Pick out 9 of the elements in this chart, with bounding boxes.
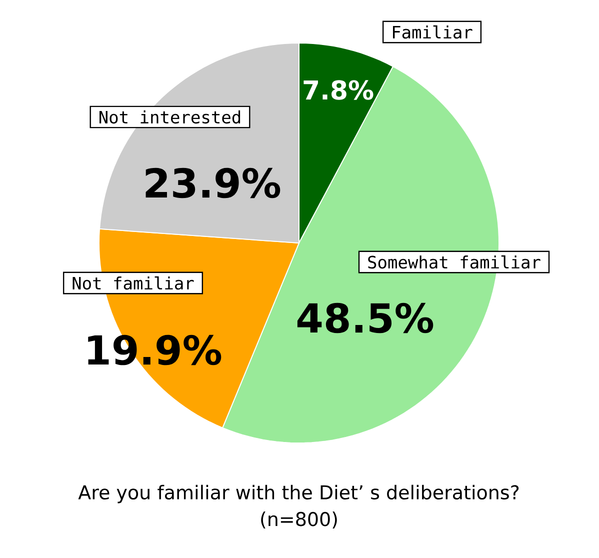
slice-label: Not familiar <box>72 276 194 290</box>
data-label: 48.5% <box>297 302 434 334</box>
data-label: 23.9% <box>146 168 280 198</box>
data-label: 7.8% <box>304 80 374 100</box>
slice-label: Not interested <box>100 110 240 124</box>
slice-label: Somewhat familiar <box>368 255 540 269</box>
slice-label: Familiar <box>392 25 472 39</box>
text: (n=800) <box>261 512 337 528</box>
text: Are you familiar with the Diet’ s deliberations? <box>78 484 519 504</box>
